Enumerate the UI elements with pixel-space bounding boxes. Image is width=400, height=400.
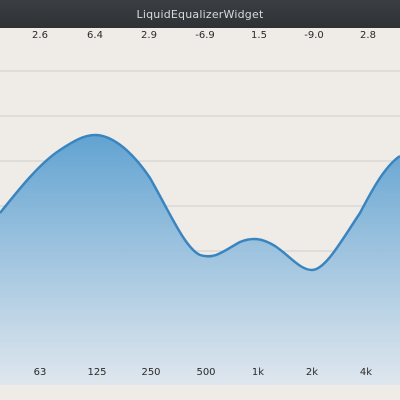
frequency-label: 250 xyxy=(141,367,161,378)
title-bar[interactable]: LiquidEqualizerWidget xyxy=(0,0,400,28)
equalizer-plot[interactable] xyxy=(0,28,400,385)
gain-label: 6.4 xyxy=(87,30,103,41)
gain-label: -9.0 xyxy=(304,30,324,41)
frequency-label: 2k xyxy=(305,367,319,378)
frequency-label: 1k xyxy=(251,367,265,378)
bottom-strip xyxy=(0,385,400,400)
gain-label: -6.9 xyxy=(195,30,215,41)
frequency-label: 63 xyxy=(33,367,47,378)
frequency-label: 4k xyxy=(359,367,373,378)
gain-label: 2.9 xyxy=(141,30,157,41)
frequency-label: 125 xyxy=(87,367,107,378)
gain-label: 2.8 xyxy=(360,30,376,41)
frequency-labels-row: 63 125 250 500 1k 2k 4k xyxy=(0,367,400,383)
gain-label: 1.5 xyxy=(251,30,267,41)
frequency-label: 500 xyxy=(196,367,216,378)
window-title: LiquidEqualizerWidget xyxy=(136,7,264,21)
response-area xyxy=(0,135,400,385)
gain-label: 2.6 xyxy=(32,30,48,41)
response-curve xyxy=(0,133,400,272)
gain-labels-row: 2.6 6.4 2.9 -6.9 1.5 -9.0 2.8 xyxy=(0,30,400,46)
